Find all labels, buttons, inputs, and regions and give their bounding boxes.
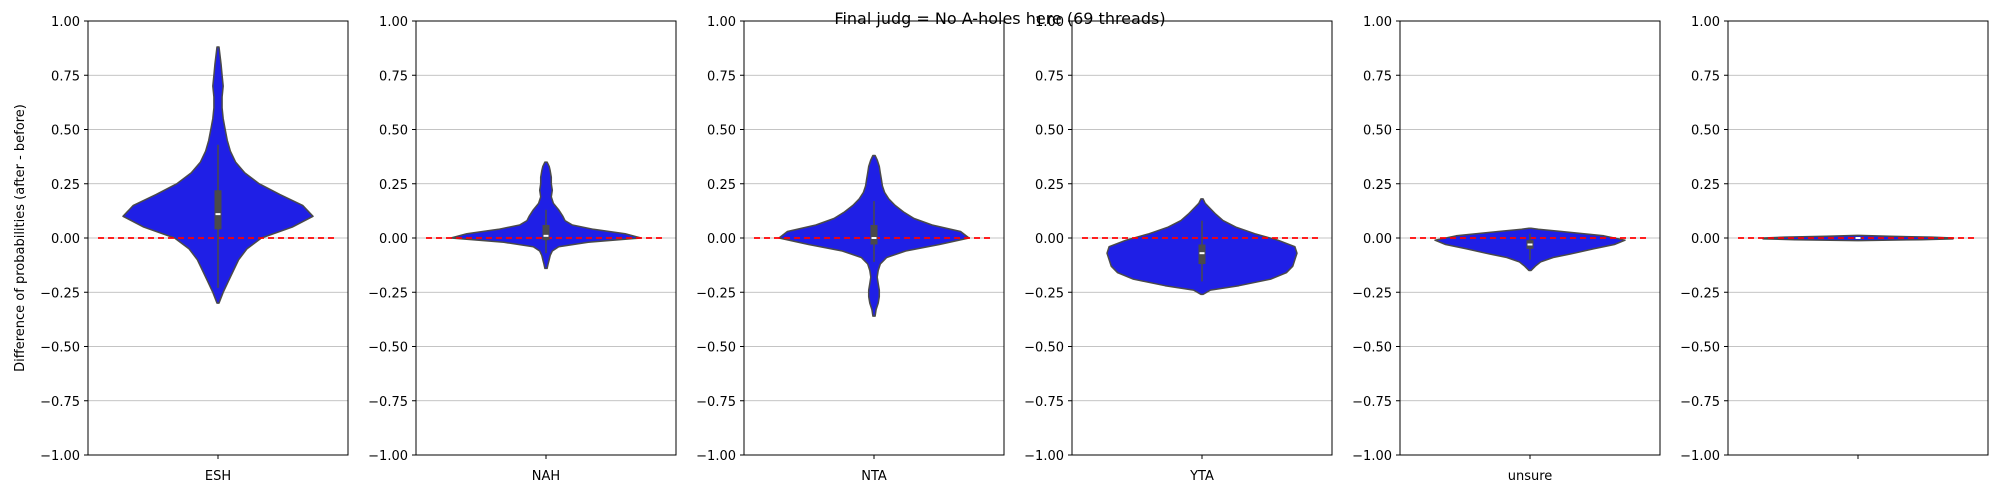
y-tick-label: 0.25 [1691, 178, 1720, 193]
y-tick-label: 0.25 [379, 178, 408, 193]
y-tick-label: −0.50 [368, 341, 408, 356]
y-tick-label: 1.00 [51, 15, 80, 30]
y-tick-label: −0.75 [368, 395, 408, 410]
y-tick-label: −0.50 [696, 341, 736, 356]
x-category-label: unsure [1508, 469, 1553, 484]
x-category-label: NAH [532, 469, 560, 484]
y-tick-label: 0.50 [1363, 124, 1392, 139]
y-tick-label: 0.00 [51, 232, 80, 247]
y-tick-label: 1.00 [1035, 15, 1064, 30]
figure-title: Final judg = No A-holes here (69 threads… [834, 9, 1165, 28]
y-tick-label: −0.25 [696, 286, 736, 301]
y-tick-label: 0.75 [379, 69, 408, 84]
y-tick-label: 0.00 [379, 232, 408, 247]
y-tick-label: 0.50 [379, 124, 408, 139]
subplot-nta: 1.00 0.75 0.50 0.25 0.00 −0.25 −0.50 −0.75 −1.00… [696, 15, 1005, 484]
y-tick-label: −0.50 [1680, 341, 1720, 356]
y-tick-label: −0.25 [1680, 286, 1720, 301]
y-tick-label: −1.00 [1680, 449, 1720, 464]
y-tick-label: 0.75 [51, 69, 80, 84]
y-axis-label: Difference of probabilities (after - bef… [13, 104, 28, 372]
x-category-label: YTA [1189, 469, 1214, 484]
y-tick-label: 1.00 [1691, 15, 1720, 30]
y-tick-label: 0.75 [707, 69, 736, 84]
y-tick-label: 0.25 [1035, 178, 1064, 193]
y-tick-label: 0.50 [707, 124, 736, 139]
y-tick-label: −1.00 [696, 449, 736, 464]
y-tick-label: −0.75 [1680, 395, 1720, 410]
y-tick-label: 0.25 [51, 178, 80, 193]
y-tick-label: 1.00 [1363, 15, 1392, 30]
y-tick-label: −0.75 [1024, 395, 1064, 410]
box-iqr [214, 190, 222, 230]
x-category-label: NTA [861, 469, 887, 484]
y-tick-label: 0.75 [1363, 69, 1392, 84]
y-tick-label: 0.00 [707, 232, 736, 247]
y-tick-label: 0.00 [1363, 232, 1392, 247]
box-iqr [1198, 244, 1206, 265]
y-tick-label: −1.00 [1352, 449, 1392, 464]
y-tick-label: 0.50 [1035, 124, 1064, 139]
y-tick-label: −1.00 [1024, 449, 1064, 464]
y-tick-label: 0.50 [51, 124, 80, 139]
subplot-yta: 1.00 0.75 0.50 0.25 0.00 −0.25 −0.50 −0.75 −1.00… [1024, 15, 1333, 484]
y-tick-label: 0.50 [1691, 124, 1720, 139]
y-tick-label: 1.00 [707, 15, 736, 30]
y-tick-label: 0.75 [1691, 69, 1720, 84]
y-tick-label: 0.00 [1691, 232, 1720, 247]
y-tick-label: 1.00 [379, 15, 408, 30]
y-tick-label: −0.75 [696, 395, 736, 410]
y-tick-label: 0.25 [707, 178, 736, 193]
y-tick-label: −1.00 [40, 449, 80, 464]
x-category-label: ESH [205, 469, 231, 484]
subplot-nah: 1.00 0.75 0.50 0.25 0.00 −0.25 −0.50 −0.75 −1.00… [368, 15, 677, 484]
y-tick-label: −0.75 [1352, 395, 1392, 410]
subplot-esh: 1.00 0.75 0.50 0.25 0.00 −0.25 −0.50 −0.75 −1.00… [13, 15, 349, 484]
box-iqr [870, 224, 878, 245]
y-tick-label: −0.25 [1024, 286, 1064, 301]
y-tick-label: −0.25 [1352, 286, 1392, 301]
y-tick-label: −0.25 [368, 286, 408, 301]
y-tick-label: −0.50 [1024, 341, 1064, 356]
subplot-unlabeled: 1.00 0.75 0.50 0.25 0.00 −0.25 −0.50 −0.75 −1.00 [1680, 15, 1989, 464]
y-tick-label: 0.00 [1035, 232, 1064, 247]
y-tick-label: −0.25 [40, 286, 80, 301]
subplot-unsure: 1.00 0.75 0.50 0.25 0.00 −0.25 −0.50 −0.75 −1.00… [1352, 15, 1661, 484]
y-tick-label: 0.25 [1363, 178, 1392, 193]
y-tick-label: 0.75 [1035, 69, 1064, 84]
y-tick-label: −0.75 [40, 395, 80, 410]
y-tick-label: −0.50 [1352, 341, 1392, 356]
subplot-panels: 1.00 0.75 0.50 0.25 0.00 −0.25 −0.50 −0.75 −1.00… [13, 15, 1989, 484]
y-tick-label: −0.50 [40, 341, 80, 356]
y-tick-label: −1.00 [368, 449, 408, 464]
box-iqr [542, 224, 550, 241]
